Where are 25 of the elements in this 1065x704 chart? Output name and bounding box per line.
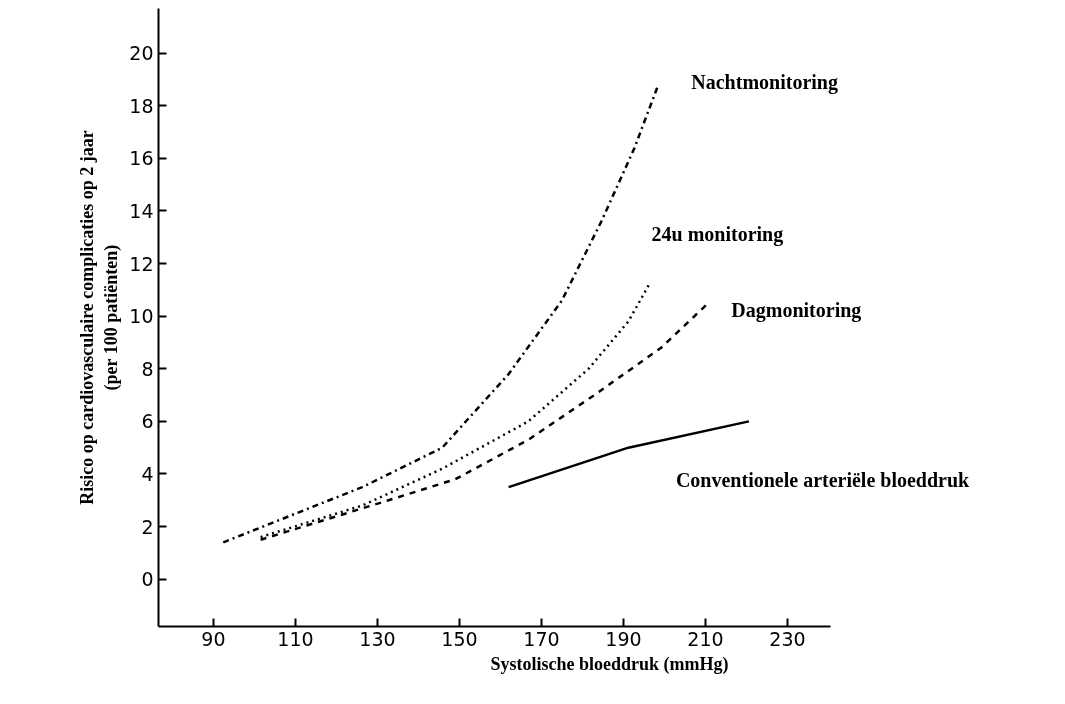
y-tick-label: 20 [129, 42, 154, 65]
y-tick-label: 2 [141, 515, 154, 538]
y-tick-label: 0 [141, 568, 154, 591]
x-tick-label: 210 [687, 627, 724, 650]
y-tick-label: 4 [141, 462, 154, 485]
y-tick-label: 8 [141, 357, 154, 380]
series-label: Conventionele arteriële bloeddruk [675, 469, 971, 492]
y-tick-label: 10 [129, 305, 154, 328]
y-axis-title: Risico op cardiovasculaire complicaties op 2 jaar (per 100 patiënten) [77, 130, 123, 505]
x-tick-label: 170 [523, 627, 560, 650]
series-label: Nachtmonitoring [691, 70, 838, 94]
y-tick-label: 6 [141, 410, 154, 433]
x-tick-label: 110 [277, 627, 314, 650]
x-tick-label: 190 [605, 627, 642, 650]
series-label: Dagmonitoring [731, 299, 862, 323]
y-tick-label: 12 [129, 252, 154, 275]
series-label: 24u monitoring [651, 223, 784, 246]
x-axis-title: Systolische bloeddruk (mmHg) [490, 653, 729, 675]
x-tick-label: 130 [359, 627, 396, 650]
x-tick-label: 90 [201, 627, 226, 650]
y-tick-label: 18 [129, 94, 154, 117]
x-tick-label: 150 [441, 627, 478, 650]
y-tick-label: 16 [129, 147, 154, 170]
x-tick-label: 230 [769, 627, 806, 650]
y-tick-label: 14 [129, 199, 154, 222]
